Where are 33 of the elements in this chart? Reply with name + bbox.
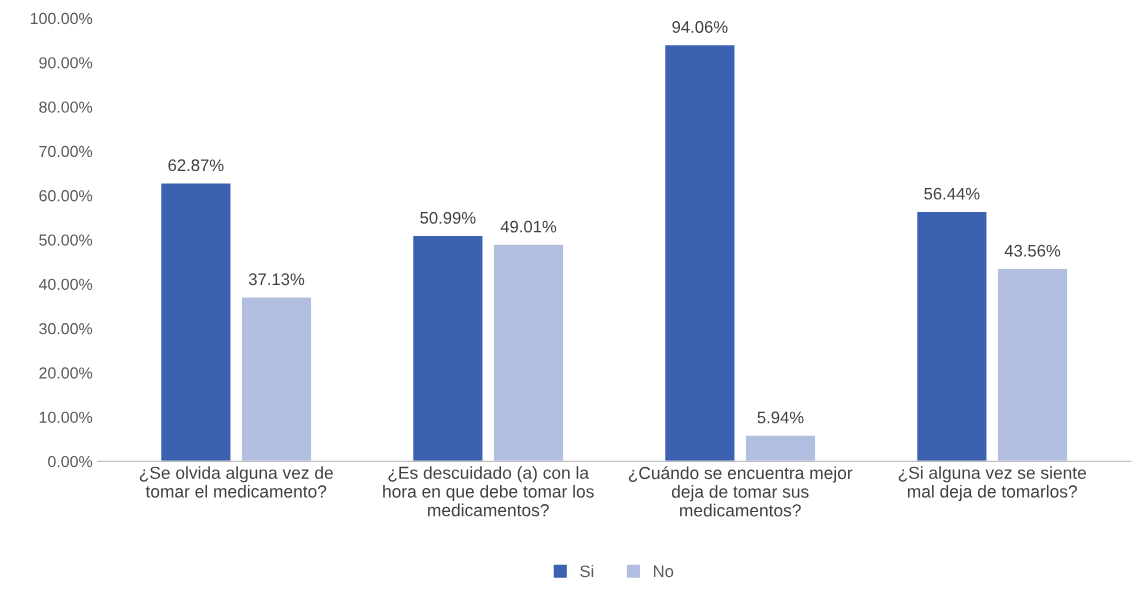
data-label: 56.44% <box>924 187 980 200</box>
y-tick-label: 70.00% <box>39 145 93 158</box>
x-tick-label: ¿Es descuidado (a) con la hora en que debe tomar los medicamentos? <box>383 466 594 517</box>
y-tick-label: 90.00% <box>39 57 93 69</box>
data-label: 62.87% <box>168 159 224 172</box>
bar <box>915 210 988 462</box>
data-label: 94.06% <box>672 21 728 33</box>
data-label: 50.99% <box>420 211 476 224</box>
y-tick-label: 50.00% <box>39 234 93 246</box>
bar <box>492 243 565 462</box>
x-tick-label: ¿Cuándo se encuentra mejor deja de tomar sus medicamentos? <box>628 466 853 517</box>
data-label: 5.94% <box>757 411 804 424</box>
y-tick-label: 0.00% <box>48 455 93 468</box>
y-tick-label: 100.00% <box>30 12 93 25</box>
data-label: 49.01% <box>500 220 557 233</box>
y-tick-label: 20.00% <box>39 367 93 379</box>
y-tick-label: 80.00% <box>39 101 93 113</box>
x-tick-label: ¿Se olvida alguna vez de tomar el medicamento? <box>139 466 333 498</box>
data-label: 43.56% <box>1004 244 1061 257</box>
bar <box>240 296 313 462</box>
bar <box>744 434 817 462</box>
y-tick-label: 30.00% <box>39 323 93 335</box>
y-tick-label: 10.00% <box>39 411 93 423</box>
data-label: 37.13% <box>248 273 305 286</box>
legend-label: No <box>653 565 674 578</box>
y-tick-label: 60.00% <box>39 190 93 202</box>
bar <box>996 267 1069 462</box>
x-tick-label: ¿Si alguna vez se siente mal deja de tomarlos? <box>898 466 1086 502</box>
bar <box>411 234 484 462</box>
bar <box>159 182 232 462</box>
bar <box>663 43 736 462</box>
legend-label: Si <box>580 564 594 578</box>
y-tick-label: 40.00% <box>38 278 93 291</box>
